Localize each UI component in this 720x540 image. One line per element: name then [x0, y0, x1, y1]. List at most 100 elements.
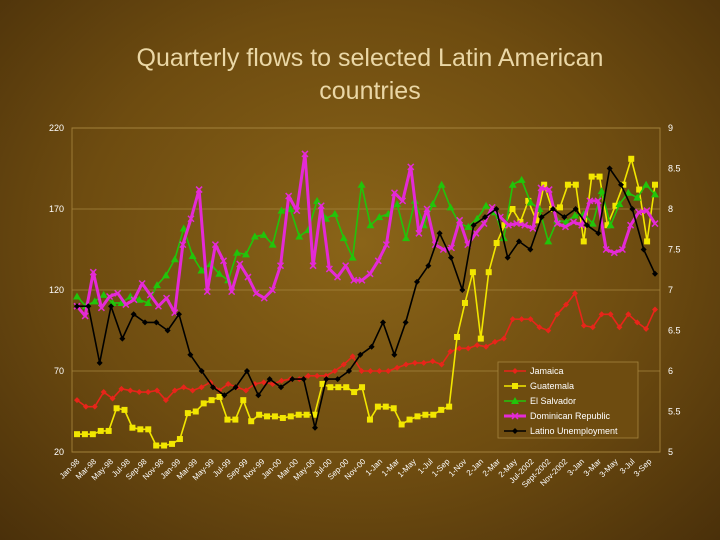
data-point [176, 436, 183, 443]
data-point [278, 384, 284, 391]
data-point [211, 241, 219, 249]
data-point [220, 257, 228, 265]
data-point [333, 273, 342, 281]
data-point [113, 405, 120, 412]
data-point [517, 175, 526, 183]
data-point [612, 202, 619, 209]
data-point [285, 192, 293, 200]
data-point [589, 324, 596, 331]
data-point [429, 358, 436, 365]
data-point [469, 269, 476, 276]
data-point [390, 405, 397, 412]
data-point [406, 416, 413, 423]
data-point [232, 416, 239, 423]
data-point [436, 230, 443, 237]
data-point [493, 206, 500, 212]
data-point [509, 206, 516, 212]
data-point [538, 214, 545, 221]
data-point [216, 393, 223, 400]
data-point [99, 290, 108, 298]
data-point [588, 219, 597, 227]
chart-title: Quarterly flows to selected Latin Americ… [60, 42, 680, 108]
legend-label: El Salvador [530, 396, 576, 406]
data-point [90, 297, 99, 305]
data-point [625, 311, 632, 318]
data-point [508, 180, 517, 188]
data-point [420, 359, 427, 366]
data-point [162, 397, 169, 404]
data-point [259, 230, 268, 238]
data-point [252, 289, 260, 297]
data-point [130, 311, 137, 318]
data-point [303, 411, 310, 418]
data-point [544, 237, 553, 245]
data-point [129, 424, 136, 431]
data-point [572, 181, 579, 188]
data-point [208, 397, 215, 404]
data-point [393, 200, 402, 208]
data-point [541, 181, 548, 188]
data-point [461, 299, 468, 306]
data-point [161, 271, 170, 279]
data-point [169, 440, 176, 447]
data-point [382, 241, 390, 249]
data-point [604, 222, 611, 229]
data-point [198, 384, 205, 391]
data-point [260, 379, 267, 386]
data-point [480, 220, 488, 228]
data-point [584, 222, 590, 229]
data-point [456, 216, 464, 224]
data-point [477, 335, 484, 342]
data-point [311, 411, 318, 418]
data-point [390, 189, 399, 197]
data-point [187, 351, 194, 358]
data-point [244, 368, 250, 374]
data-point [343, 384, 350, 391]
data-point [578, 221, 586, 229]
x-tick-label: 3-May [598, 457, 620, 479]
legend-label: Latino Unemployment [530, 426, 618, 436]
data-point [327, 384, 334, 391]
data-point [170, 255, 179, 263]
data-point [454, 333, 461, 340]
data-point [586, 197, 594, 205]
data-point [163, 294, 171, 302]
data-point [179, 241, 187, 249]
data-point [399, 197, 407, 205]
data-point [228, 288, 236, 296]
data-point [340, 361, 347, 368]
data-point [610, 249, 618, 257]
data-point [521, 221, 529, 229]
data-point [203, 288, 211, 296]
data-point [368, 343, 375, 350]
data-point [189, 387, 196, 394]
data-point [561, 223, 569, 231]
data-point [335, 384, 342, 391]
data-point [529, 224, 537, 232]
chart-title-line-1: Quarterly flows to selected Latin Americ… [136, 44, 604, 72]
data-point [402, 234, 411, 242]
data-point [74, 303, 80, 310]
x-tick-label: 2-Jan [465, 457, 486, 478]
data-point [300, 376, 307, 383]
data-point [616, 324, 623, 331]
legend-box [497, 361, 639, 439]
data-point [215, 269, 224, 277]
data-point [319, 380, 326, 387]
data-point [176, 311, 182, 318]
data-point [184, 410, 191, 417]
data-point [225, 380, 232, 387]
data-point [512, 428, 518, 434]
data-point [606, 165, 613, 172]
x-tick-label: 1-Nov [447, 457, 468, 478]
y-left-tick-label: 20 [54, 447, 64, 457]
data-point [561, 214, 568, 221]
data-point [179, 224, 188, 232]
y-right-tick-label: 6.5 [668, 326, 681, 336]
data-point [474, 342, 481, 349]
data-point [118, 385, 125, 392]
data-point [464, 222, 473, 230]
data-point [224, 416, 231, 423]
data-point [643, 207, 651, 215]
